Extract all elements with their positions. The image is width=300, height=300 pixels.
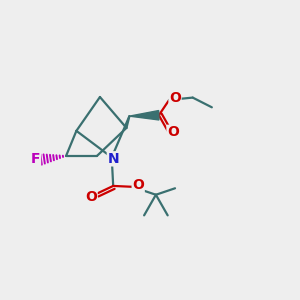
Text: F: F	[31, 152, 40, 167]
Text: O: O	[169, 91, 181, 105]
Text: N: N	[107, 152, 119, 166]
Text: O: O	[167, 125, 179, 139]
Text: O: O	[85, 190, 97, 203]
Text: O: O	[132, 178, 144, 192]
Polygon shape	[129, 110, 159, 120]
